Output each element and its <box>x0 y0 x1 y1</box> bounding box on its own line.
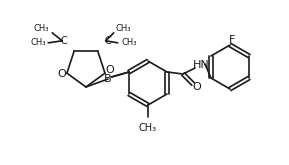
Text: CH₃: CH₃ <box>116 24 131 33</box>
Text: CH₃: CH₃ <box>34 24 49 33</box>
Text: HN: HN <box>193 60 210 70</box>
Text: F: F <box>229 35 235 45</box>
Text: CH₃: CH₃ <box>31 38 46 47</box>
Text: O: O <box>193 82 201 92</box>
Text: O: O <box>58 69 66 79</box>
Text: O: O <box>105 65 114 75</box>
Text: B: B <box>104 74 112 84</box>
Text: C: C <box>104 36 111 46</box>
Text: CH₃: CH₃ <box>122 38 137 47</box>
Text: CH₃: CH₃ <box>139 123 157 133</box>
Text: C: C <box>61 36 68 46</box>
